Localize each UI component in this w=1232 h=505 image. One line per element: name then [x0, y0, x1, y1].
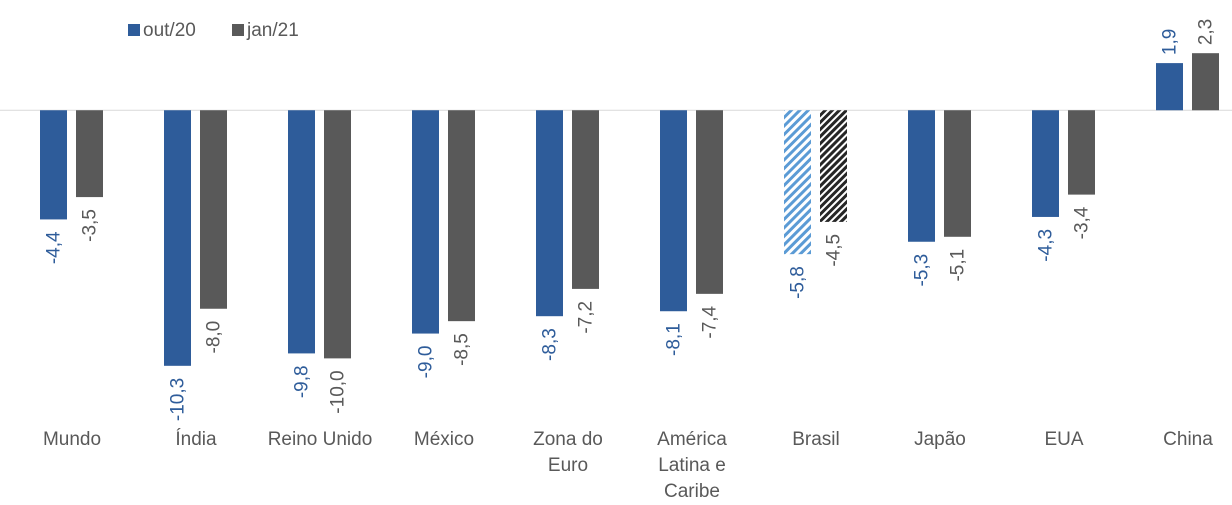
value-label: -9,8: [292, 365, 313, 398]
value-label: -5,8: [788, 266, 809, 299]
legend-label: jan/21: [246, 20, 299, 41]
value-label: -10,0: [328, 370, 349, 413]
value-label: -9,0: [416, 346, 437, 379]
value-label: -5,1: [948, 249, 969, 282]
bar: [1068, 110, 1095, 195]
bar: [324, 110, 351, 359]
legend-swatch: [232, 24, 244, 36]
value-label: -10,3: [168, 378, 189, 421]
value-label: -4,4: [44, 231, 65, 264]
x-tick-label: Zona do Euro: [533, 429, 603, 476]
x-tick-label: China: [1163, 429, 1213, 450]
bar: [572, 110, 599, 289]
bar: [784, 110, 811, 255]
bar: [1192, 53, 1219, 111]
x-tick-label: Índia: [175, 429, 217, 450]
x-tick-label: México: [413, 429, 475, 450]
bar: [944, 110, 971, 237]
bar: [76, 110, 103, 198]
x-tick-label: EUA: [1044, 429, 1084, 450]
value-label: -3,5: [80, 209, 101, 242]
value-label: -8,1: [664, 323, 685, 356]
bar: [908, 110, 935, 242]
value-label: -8,3: [540, 328, 561, 361]
bar: [448, 110, 475, 322]
x-tick-label: Brasil: [792, 429, 840, 450]
legend-swatch: [128, 24, 140, 36]
value-label: -4,3: [1036, 229, 1057, 262]
value-label: -3,4: [1072, 206, 1093, 239]
value-label: -7,2: [576, 301, 597, 334]
bar: [536, 110, 563, 317]
bar: [1032, 110, 1059, 217]
x-tick-label: Mundo: [42, 429, 102, 450]
value-label: 2,3: [1196, 19, 1217, 45]
bar: [164, 110, 191, 366]
value-label: -7,4: [700, 305, 721, 338]
legend-label: out/20: [143, 20, 196, 41]
bar: [412, 110, 439, 334]
bar: [200, 110, 227, 309]
bar: [1156, 63, 1183, 111]
value-label: -5,3: [912, 254, 933, 287]
value-label: 1,9: [1160, 29, 1181, 55]
value-label: -4,5: [824, 234, 845, 267]
bar: [696, 110, 723, 294]
bar: [288, 110, 315, 354]
bar: [820, 110, 847, 222]
x-tick-label: Reino Unido: [267, 429, 373, 450]
x-tick-label: América Latina e Caribe: [657, 429, 727, 502]
value-label: -8,5: [452, 333, 473, 366]
value-label: -8,0: [204, 321, 225, 354]
bar: [660, 110, 687, 312]
bar: [40, 110, 67, 220]
x-tick-label: Japão: [914, 429, 966, 450]
